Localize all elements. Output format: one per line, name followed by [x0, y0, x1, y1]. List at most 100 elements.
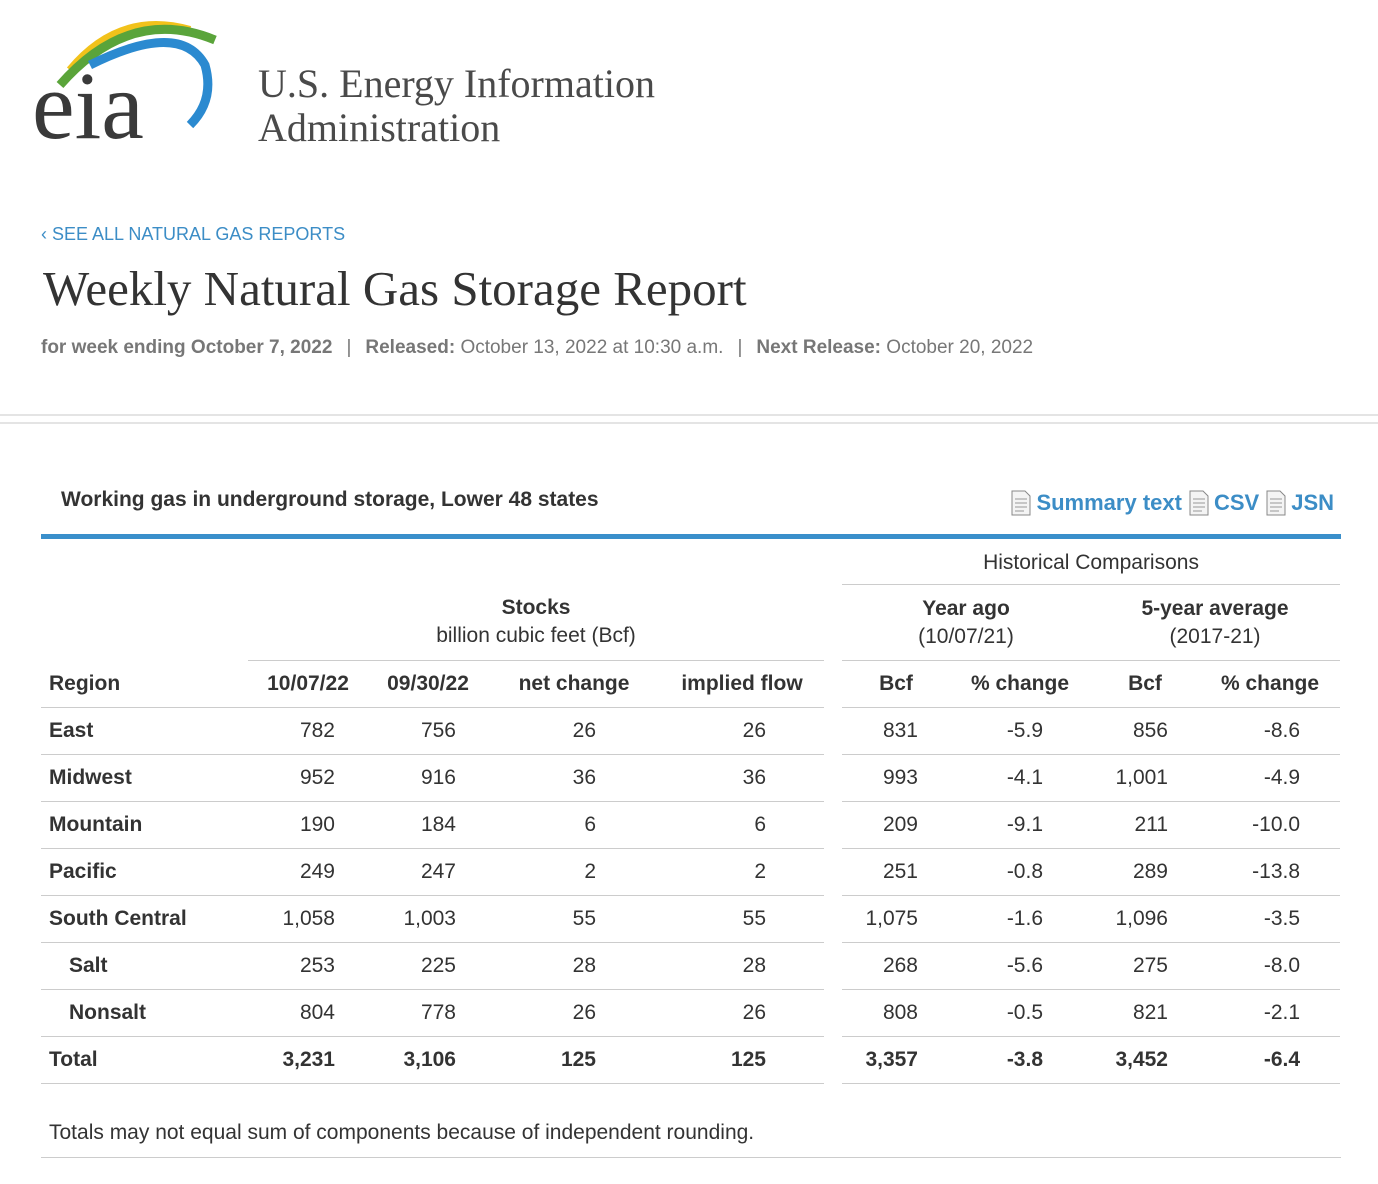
value-cell: 993: [842, 754, 950, 802]
logo-text: eia: [32, 52, 144, 150]
value-cell: 3,357: [842, 1036, 950, 1084]
column-header: Bcf: [1090, 660, 1200, 708]
value-cell: 26: [488, 707, 660, 755]
column-header: 09/30/22: [368, 660, 488, 708]
value-cell: 253: [248, 942, 368, 990]
data-row: South Central 1,058 1,003 55 55 1,075 -1.6 1,09…: [41, 895, 1341, 943]
divider: [0, 422, 1378, 424]
gap: [824, 661, 842, 708]
download-link[interactable]: JSN: [1291, 490, 1334, 515]
region-cell: Pacific: [41, 848, 248, 896]
value-cell: 952: [248, 754, 368, 802]
released: October 13, 2022 at 10:30 a.m.: [460, 337, 724, 358]
value-cell: 916: [368, 754, 488, 802]
gap: [824, 755, 842, 802]
region-cell: Mountain: [41, 801, 248, 849]
value-cell: 125: [488, 1036, 660, 1084]
value-cell: 6: [488, 801, 660, 849]
value-cell: 26: [488, 989, 660, 1037]
value-cell: 831: [842, 707, 950, 755]
download-link[interactable]: CSV: [1213, 490, 1260, 515]
group-subtitle: billion cubic feet (Bcf): [436, 624, 636, 648]
value-cell: -4.9: [1200, 754, 1341, 802]
value-cell: 3,231: [248, 1036, 368, 1084]
value-cell: 2: [660, 848, 824, 896]
value-cell: 184: [368, 801, 488, 849]
file-icon: [1266, 490, 1286, 516]
gap: [824, 943, 842, 990]
value-cell: 821: [1090, 989, 1200, 1037]
storage-table: Historical Comparisons Stocks billion cubi…: [41, 542, 1341, 1084]
released-label: Released:: [365, 337, 456, 358]
year_ago-header: Year ago (10/07/21): [842, 584, 1090, 661]
value-cell: 6: [660, 801, 824, 849]
value-cell: 225: [368, 942, 488, 990]
column-header: net change: [488, 660, 660, 708]
value-cell: -8.6: [1200, 707, 1341, 755]
value-cell: 856: [1090, 707, 1200, 755]
value-cell: -0.8: [950, 848, 1090, 896]
value-cell: 275: [1090, 942, 1200, 990]
gap: [824, 708, 842, 755]
separator: |: [737, 337, 743, 358]
data-row: Mountain 190 184 6 6 209 -9.1 211 -10.0: [41, 801, 1341, 849]
agency-line: Administration: [258, 105, 501, 150]
stocks-header: Stocks billion cubic feet (Bcf): [248, 584, 824, 661]
group-row: Historical Comparisons: [41, 542, 1341, 585]
column-header: Region: [41, 660, 248, 708]
divider: [0, 414, 1378, 416]
column-header: % change: [950, 660, 1090, 708]
value-cell: 190: [248, 801, 368, 849]
value-cell: 55: [660, 895, 824, 943]
value-cell: -8.0: [1200, 942, 1341, 990]
value-cell: -10.0: [1200, 801, 1341, 849]
separator: |: [346, 337, 352, 358]
data-row: East 782 756 26 26 831 -5.9 856 -8.6: [41, 707, 1341, 755]
data-row: Nonsalt 804 778 26 26 808 -0.5 821 -2.1: [41, 989, 1341, 1037]
value-cell: 26: [660, 989, 824, 1037]
download-link[interactable]: Summary text: [1036, 490, 1182, 515]
page-title: Weekly Natural Gas Storage Report: [43, 261, 747, 316]
value-cell: -2.1: [1200, 989, 1341, 1037]
group-subtitle: (2017-21): [1169, 624, 1261, 648]
breadcrumb-link[interactable]: ‹ SEE ALL NATURAL GAS REPORTS: [41, 224, 346, 244]
value-cell: 756: [368, 707, 488, 755]
data-row: Total 3,231 3,106 125 125 3,357 -3.8 3,452 -6.4: [41, 1036, 1341, 1084]
release-info: for week ending October 7, 2022 | Released…: [41, 337, 1033, 359]
value-cell: 211: [1090, 801, 1200, 849]
value-cell: -5.6: [950, 942, 1090, 990]
column-header: % change: [1200, 660, 1341, 708]
value-cell: 1,001: [1090, 754, 1200, 802]
column-header-row: Region 10/07/22 09/30/22 net change implied …: [41, 660, 1341, 708]
agency-name: U.S. Energy Information Administration: [258, 62, 655, 150]
value-cell: 249: [248, 848, 368, 896]
value-cell: 36: [660, 754, 824, 802]
gap: [824, 896, 842, 943]
region-cell: Nonsalt: [41, 989, 248, 1037]
value-cell: 2: [488, 848, 660, 896]
blank: [41, 585, 248, 661]
value-cell: 125: [660, 1036, 824, 1084]
accent-bar: [41, 534, 1341, 539]
value-cell: -1.6: [950, 895, 1090, 943]
value-cell: 1,003: [368, 895, 488, 943]
value-cell: 3,452: [1090, 1036, 1200, 1084]
column-header: 10/07/22: [248, 660, 368, 708]
agency-line: U.S. Energy Information: [258, 61, 655, 106]
value-cell: 808: [842, 989, 950, 1037]
region-cell: Midwest: [41, 754, 248, 802]
download-links: Summary text CSV JSN: [1010, 490, 1340, 516]
value-cell: 55: [488, 895, 660, 943]
value-cell: 782: [248, 707, 368, 755]
region-cell: Salt: [41, 942, 248, 990]
value-cell: 289: [1090, 848, 1200, 896]
value-cell: 804: [248, 989, 368, 1037]
data-row: Pacific 249 247 2 2 251 -0.8 289 -13.8: [41, 848, 1341, 896]
value-cell: 251: [842, 848, 950, 896]
region-cell: Total: [41, 1036, 248, 1084]
blank: [41, 542, 842, 585]
gap: [824, 1037, 842, 1084]
gap: [824, 990, 842, 1037]
value-cell: 778: [368, 989, 488, 1037]
